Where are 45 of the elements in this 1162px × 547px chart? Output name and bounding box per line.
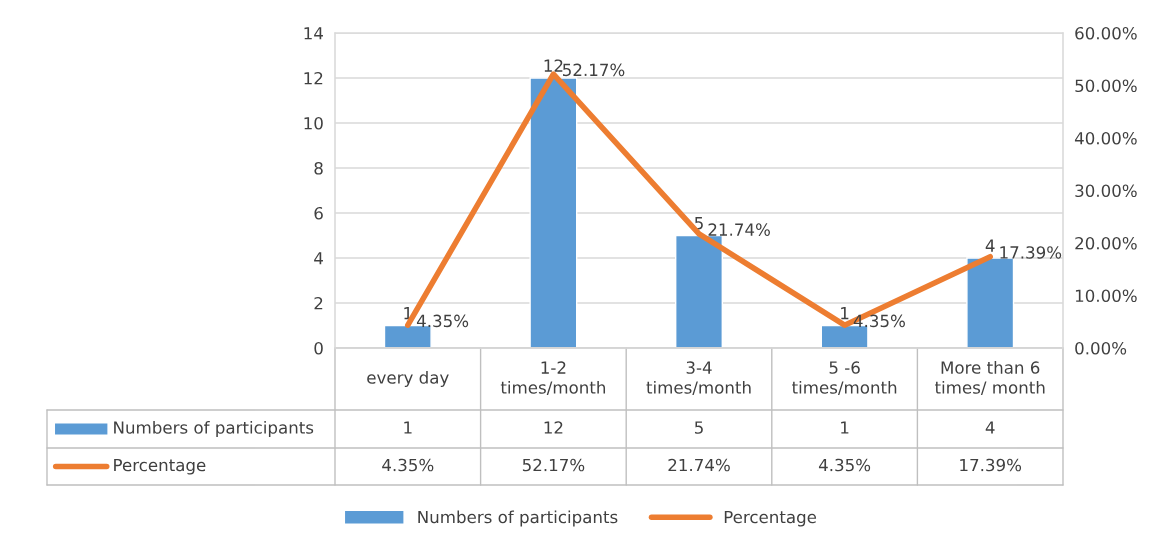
- text: 52.17%: [563, 63, 625, 77]
- y2-tick-label: 50.00%: [1075, 79, 1137, 93]
- y2-tick-label: 0.00%: [1075, 341, 1127, 355]
- text: Percentage: [114, 458, 206, 475]
- legend-label: Percentage: [724, 510, 817, 527]
- y-tick-label: 12: [304, 71, 323, 85]
- text: 4.35%: [416, 314, 469, 328]
- data-label: 12: [544, 421, 563, 434]
- y2-tick-label: 40.00%: [1074, 131, 1137, 145]
- text: 4.35%: [853, 314, 905, 328]
- x-tick-label: 5 -6 times/month: [792, 361, 897, 396]
- data-label: 17.39%: [960, 458, 1022, 472]
- data-label: 5: [694, 421, 703, 434]
- y-tick-label: 8: [314, 161, 323, 175]
- legend-label: Numbers of participants: [114, 420, 314, 438]
- y2-tick-label: 60.00%: [1075, 26, 1137, 40]
- y-tick-label: 10: [304, 116, 323, 130]
- x-tick-label: 3-4 times/month: [646, 361, 751, 396]
- data-label: 1: [841, 421, 849, 434]
- text: 1: [841, 307, 849, 320]
- y-tick-label: 14: [304, 27, 323, 40]
- text: 4: [985, 239, 995, 252]
- y2-tick-label: 30.00%: [1075, 184, 1137, 198]
- y-tick-label: 4: [314, 252, 323, 265]
- y2-tick-label: 20.00%: [1075, 236, 1137, 250]
- bar: [966, 257, 1015, 348]
- y2-tick-label: 10.00%: [1075, 289, 1137, 303]
- text: 21.74%: [708, 223, 770, 236]
- x-tick-label: every day: [367, 370, 449, 388]
- bar: [529, 77, 578, 348]
- data-label: 1: [404, 421, 412, 434]
- data-label: 21.74%: [668, 458, 730, 472]
- x-tick-label: 1-2 times/month: [500, 361, 606, 396]
- text: Numbers of participants: [418, 510, 618, 527]
- text: 12: [544, 59, 563, 72]
- bar: [675, 234, 723, 348]
- y-tick-label: 0: [314, 341, 323, 355]
- text: 17.39%: [1000, 246, 1062, 259]
- data-label: 52.17%: [522, 458, 585, 472]
- data-label: 4.35%: [382, 458, 434, 472]
- data-label: 4.35%: [818, 458, 871, 472]
- y-tick-label: 6: [314, 206, 323, 220]
- y-tick-label: 2: [314, 296, 323, 310]
- data-label: 4: [985, 421, 995, 434]
- x-tick-label: More than 6 times/ month: [934, 360, 1045, 396]
